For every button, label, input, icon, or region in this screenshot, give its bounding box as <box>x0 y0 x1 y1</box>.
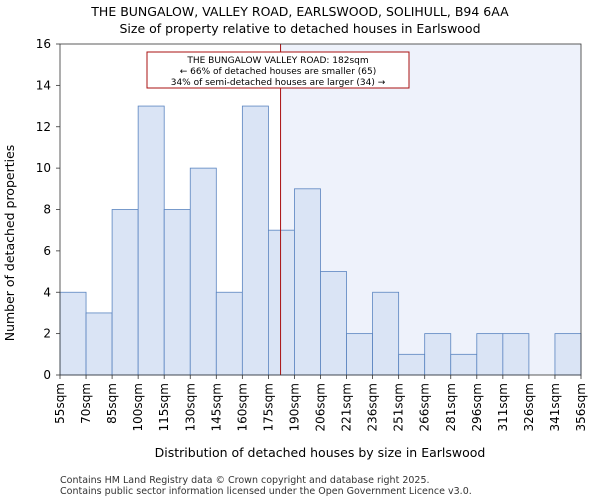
x-tick-label: 130sqm <box>183 383 197 431</box>
x-tick-label: 70sqm <box>79 383 93 424</box>
x-tick-label: 311sqm <box>496 383 510 431</box>
y-tick-label: 14 <box>36 78 51 92</box>
bars <box>59 105 582 376</box>
chart-title: THE BUNGALOW, VALLEY ROAD, EARLSWOOD, SO… <box>90 4 509 19</box>
bar-70sqm <box>85 312 113 376</box>
x-tick-label: 296sqm <box>470 383 484 431</box>
bar-341sqm <box>554 333 582 376</box>
annotation-line-3: 34% of semi-detached houses are larger (… <box>171 78 386 88</box>
y-tick-label: 12 <box>36 120 51 134</box>
annotation-line-1: THE BUNGALOW VALLEY ROAD: 182sqm <box>186 56 368 66</box>
bar-130sqm <box>189 167 217 376</box>
x-tick-label: 251sqm <box>392 383 406 431</box>
bar-160sqm <box>241 105 269 376</box>
bar-221sqm <box>346 333 373 376</box>
annotation-box: THE BUNGALOW VALLEY ROAD: 182sqm ← 66% o… <box>146 51 410 89</box>
x-tick-label: 281sqm <box>444 383 458 431</box>
x-axis: 55sqm 70sqm 85sqm 100sqm 115sqm 130sqm 145sqm 1… <box>53 375 588 431</box>
x-tick-label: 266sqm <box>418 383 432 431</box>
bar-266sqm <box>424 333 452 376</box>
x-tick-label: 115sqm <box>157 383 171 431</box>
x-tick-label: 190sqm <box>287 383 301 431</box>
footer-line-1: Contains HM Land Registry data © Crown c… <box>60 475 430 486</box>
x-tick-label: 236sqm <box>366 383 380 431</box>
bar-175sqm <box>267 229 295 376</box>
y-tick-label: 8 <box>43 203 51 217</box>
y-tick-label: 16 <box>36 37 51 51</box>
x-tick-label: 145sqm <box>209 383 223 431</box>
y-axis-label: Number of detached properties <box>2 145 17 342</box>
bar-115sqm <box>163 209 191 376</box>
bar-190sqm <box>294 188 321 376</box>
y-tick-label: 4 <box>43 285 51 299</box>
footer-line-2: Contains public sector information licen… <box>60 486 472 497</box>
y-tick-label: 6 <box>43 244 51 258</box>
x-tick-label: 221sqm <box>340 383 354 431</box>
bar-55sqm <box>59 291 87 376</box>
y-tick-label: 10 <box>36 161 51 175</box>
bar-100sqm <box>137 105 165 376</box>
x-tick-label: 206sqm <box>314 383 328 431</box>
annotation-border <box>146 51 410 89</box>
bar-296sqm <box>476 333 504 376</box>
y-tick-label: 2 <box>43 327 51 341</box>
y-tick-label: 0 <box>43 368 51 382</box>
bar-85sqm <box>111 209 139 376</box>
annotation-line-2: ← 66% of detached houses are smaller (65… <box>180 67 377 77</box>
bar-206sqm <box>320 271 347 376</box>
bar-281sqm <box>450 353 478 376</box>
x-axis-label: Distribution of detached houses by size … <box>155 445 486 460</box>
x-tick-label: 175sqm <box>261 383 275 431</box>
bar-251sqm <box>398 353 426 376</box>
x-tick-label: 341sqm <box>548 383 562 431</box>
x-tick-label: 85sqm <box>105 383 119 424</box>
y-axis: 0 2 4 6 8 10 12 14 16 <box>36 37 60 382</box>
bar-236sqm <box>372 291 400 376</box>
chart-subtitle: Size of property relative to detached ho… <box>119 21 480 36</box>
x-tick-label: 100sqm <box>131 383 145 431</box>
x-tick-label: 55sqm <box>53 383 67 424</box>
x-tick-label: 326sqm <box>522 383 536 431</box>
plot-area: 0 2 4 6 8 10 12 14 16 55sqm 70sqm 85sqm 100sqm 115sq… <box>36 37 588 431</box>
x-tick-label: 356sqm <box>574 383 588 431</box>
x-tick-label: 160sqm <box>235 383 249 431</box>
bar-311sqm <box>502 333 530 376</box>
bar-145sqm <box>215 291 243 376</box>
